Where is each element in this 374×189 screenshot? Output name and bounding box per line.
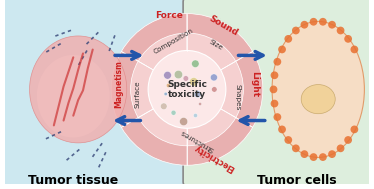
Wedge shape — [187, 117, 253, 165]
Wedge shape — [111, 52, 139, 127]
Circle shape — [284, 136, 292, 144]
FancyBboxPatch shape — [2, 0, 191, 187]
Circle shape — [183, 76, 188, 81]
Text: Light: Light — [251, 71, 260, 98]
Wedge shape — [138, 33, 187, 70]
Text: Surface: Surface — [134, 81, 140, 108]
Circle shape — [337, 27, 344, 34]
Circle shape — [194, 91, 201, 98]
Circle shape — [344, 136, 352, 144]
Circle shape — [212, 87, 217, 92]
Wedge shape — [138, 108, 187, 146]
Circle shape — [190, 77, 198, 86]
Circle shape — [292, 27, 300, 34]
Circle shape — [271, 71, 278, 79]
Circle shape — [270, 86, 278, 93]
Circle shape — [273, 113, 281, 121]
Circle shape — [350, 125, 358, 133]
Text: Shapes: Shapes — [234, 84, 240, 110]
Circle shape — [284, 35, 292, 43]
Circle shape — [164, 92, 167, 96]
Ellipse shape — [301, 84, 335, 114]
Wedge shape — [131, 61, 154, 118]
Text: Structures: Structures — [179, 128, 215, 152]
Circle shape — [166, 83, 171, 88]
Text: Sound: Sound — [208, 14, 240, 38]
Circle shape — [278, 46, 286, 53]
Circle shape — [174, 70, 183, 79]
Circle shape — [319, 153, 327, 161]
Circle shape — [310, 18, 318, 26]
Circle shape — [211, 74, 217, 81]
Wedge shape — [187, 14, 253, 62]
Wedge shape — [235, 52, 263, 127]
Circle shape — [310, 153, 318, 161]
Circle shape — [180, 118, 188, 126]
Text: Force: Force — [156, 11, 183, 20]
Text: Composition: Composition — [153, 27, 194, 55]
Circle shape — [278, 125, 286, 133]
Wedge shape — [187, 108, 236, 146]
Wedge shape — [187, 33, 236, 70]
Wedge shape — [121, 14, 187, 62]
Circle shape — [193, 114, 197, 118]
Circle shape — [301, 21, 308, 29]
Circle shape — [301, 150, 308, 158]
Circle shape — [344, 35, 352, 43]
Circle shape — [171, 110, 176, 115]
Circle shape — [271, 100, 278, 108]
Text: Tumor cells: Tumor cells — [257, 174, 337, 187]
Circle shape — [199, 102, 202, 105]
Ellipse shape — [37, 55, 110, 138]
Circle shape — [148, 50, 226, 128]
Circle shape — [160, 103, 167, 110]
Wedge shape — [220, 61, 243, 118]
Ellipse shape — [30, 36, 127, 143]
Circle shape — [328, 150, 336, 158]
Circle shape — [191, 60, 199, 67]
Text: Size: Size — [208, 38, 224, 51]
Wedge shape — [121, 117, 187, 165]
FancyBboxPatch shape — [183, 0, 372, 187]
Text: Specific
toxicity: Specific toxicity — [167, 80, 207, 99]
Text: Electricity: Electricity — [192, 142, 236, 173]
Circle shape — [319, 18, 327, 26]
Text: Tumor tissue: Tumor tissue — [28, 174, 119, 187]
Circle shape — [328, 21, 336, 29]
Circle shape — [292, 144, 300, 152]
Circle shape — [337, 144, 344, 152]
Text: Magnetism: Magnetism — [114, 61, 123, 108]
Circle shape — [164, 71, 171, 79]
Ellipse shape — [272, 21, 364, 157]
Circle shape — [273, 58, 281, 66]
Circle shape — [350, 46, 358, 53]
